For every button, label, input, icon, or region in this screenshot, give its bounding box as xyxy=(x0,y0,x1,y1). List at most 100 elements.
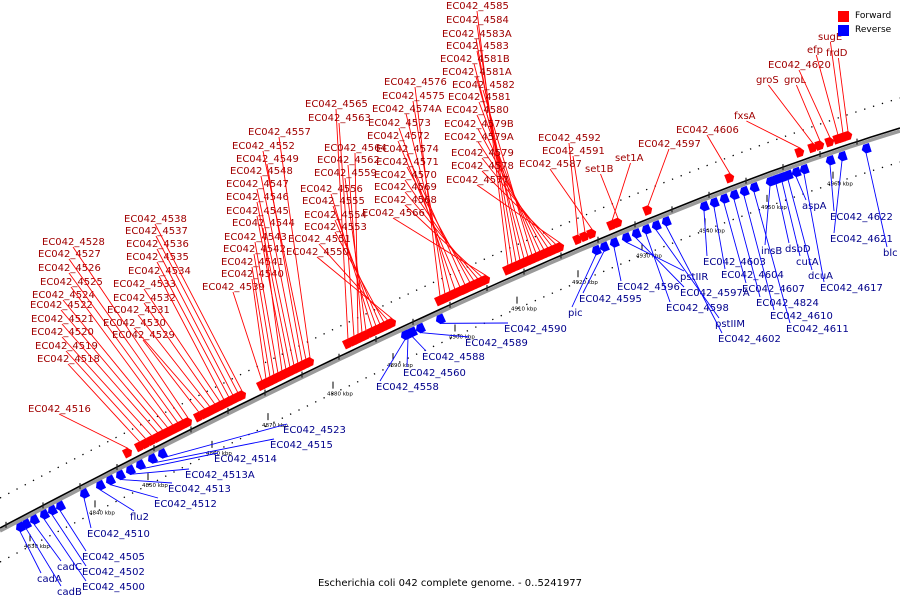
forward-gene-label: frdD xyxy=(826,48,848,59)
scale-tick-label: 4900 kbp xyxy=(449,335,475,341)
forward-leader-line xyxy=(330,193,373,329)
forward-gene-block xyxy=(121,447,133,459)
scale-tick-label: 4940 kbp xyxy=(699,228,725,234)
reverse-gene-label: EC042_4611 xyxy=(786,324,849,335)
reverse-leader-line xyxy=(51,514,87,567)
forward-gene-label: fxsA xyxy=(734,111,756,122)
reverse-gene-block xyxy=(435,313,446,325)
forward-gene-block xyxy=(824,136,835,148)
backbone-shadow xyxy=(0,129,900,533)
reverse-swatch xyxy=(838,24,849,36)
forward-gene-label: EC042_4606 xyxy=(676,125,739,136)
reverse-gene-block xyxy=(651,219,662,231)
reverse-gene-label: EC042_4515 xyxy=(270,440,333,451)
reverse-gene-block xyxy=(135,459,147,470)
forward-gene-label: EC042_4539 xyxy=(202,282,265,293)
reverse-gene-label: EC042_4596 xyxy=(617,282,680,293)
forward-gene-label: EC042_4592 xyxy=(538,133,601,144)
reverse-gene-label: EC042_4512 xyxy=(154,499,217,510)
reverse-leader-line xyxy=(733,199,761,298)
forward-leader-line xyxy=(335,108,349,340)
reverse-leader-line xyxy=(795,176,807,201)
scale-tick-label: 4910 kbp xyxy=(511,307,537,313)
scale-tick-label: 4930 kbp xyxy=(636,253,662,259)
legend-forward-label: Forward xyxy=(855,11,892,21)
forward-gene-block xyxy=(724,172,735,184)
forward-gene-label: EC042_4550 xyxy=(286,247,349,258)
forward-gene-block xyxy=(586,228,597,240)
forward-leader-line xyxy=(334,231,385,323)
forward-gene-label: EC042_4548 xyxy=(230,166,293,177)
reverse-gene-label: EC042_4824 xyxy=(756,298,819,309)
forward-leader-line xyxy=(706,134,731,174)
reverse-gene-block xyxy=(415,322,426,334)
forward-gene-label: EC042_4557 xyxy=(248,127,311,138)
map-caption: Escherichia coli 042 complete genome. - … xyxy=(317,578,583,589)
forward-leader-line xyxy=(262,150,307,360)
forward-gene-label: EC042_4547 xyxy=(226,179,289,190)
reverse-gene-label: cadA xyxy=(37,574,62,585)
forward-gene-block xyxy=(386,317,397,329)
forward-gene-label: EC042_4525 xyxy=(40,277,103,288)
scale-tick-label: 4870 kbp xyxy=(262,423,288,429)
reverse-gene-label: EC042_4617 xyxy=(820,283,883,294)
forward-leader-line xyxy=(61,323,159,434)
forward-gene-label: efp xyxy=(807,45,823,56)
reverse-leader-line xyxy=(829,164,835,212)
forward-gene-label: EC042_4577 xyxy=(446,175,509,186)
forward-gene-label: EC042_4544 xyxy=(232,218,295,229)
forward-gene-label: sugE xyxy=(818,32,842,43)
scale-tick-label: 4860 kbp xyxy=(206,451,232,457)
forward-gene-label: EC042_4597 xyxy=(638,139,701,150)
reverse-leader-line xyxy=(743,195,775,311)
reverse-gene-label: flu2 xyxy=(130,512,149,523)
forward-leader-line xyxy=(251,278,267,380)
forward-leader-line xyxy=(481,170,557,245)
forward-gene-block xyxy=(807,142,818,154)
reverse-gene-label: EC042_4597A xyxy=(680,288,750,299)
reverse-gene-label: EC042_4523 xyxy=(283,425,346,436)
forward-leader-line xyxy=(334,219,381,325)
reverse-gene-label: EC042_4513A xyxy=(185,470,255,481)
forward-gene-block xyxy=(139,438,151,450)
forward-leader-line xyxy=(392,217,487,276)
forward-gene-label: EC042_4565 xyxy=(305,99,368,110)
forward-leader-line xyxy=(232,291,263,382)
forward-swatch xyxy=(838,10,849,22)
forward-gene-block xyxy=(579,231,590,243)
forward-leader-line xyxy=(67,363,141,443)
forward-gene-block xyxy=(814,140,825,151)
reverse-gene-block xyxy=(837,150,848,162)
reverse-leader-line xyxy=(43,518,87,582)
forward-gene-label: EC042_4530 xyxy=(103,318,166,329)
forward-gene-label: EC042_4519 xyxy=(35,341,98,352)
forward-gene-label: EC042_4516 xyxy=(28,404,91,415)
scale-tick-label: 4840 kbp xyxy=(89,510,115,516)
forward-gene-label: EC042_4581 xyxy=(448,92,511,103)
reverse-gene-label: dsbD xyxy=(785,244,811,255)
forward-leader-line xyxy=(154,223,243,392)
forward-gene-block xyxy=(572,234,583,246)
forward-gene-label: EC042_4570 xyxy=(374,170,437,181)
forward-gene-label: EC042_4553 xyxy=(304,222,367,233)
reverse-gene-block xyxy=(631,228,642,239)
forward-leader-line xyxy=(344,177,367,331)
reverse-gene-block xyxy=(56,500,67,512)
forward-gene-label: EC042_4579B xyxy=(444,119,514,130)
forward-gene-label: EC042_4563 xyxy=(308,113,371,124)
reverse-gene-label: pstIIM xyxy=(715,319,745,330)
reverse-gene-label: aspA xyxy=(802,201,827,212)
reverse-gene-block xyxy=(709,197,720,208)
reverse-gene-block xyxy=(80,487,91,499)
forward-gene-label: EC042_4549 xyxy=(236,154,299,165)
forward-gene-label: EC042_4541 xyxy=(221,257,284,268)
reverse-gene-block xyxy=(30,514,41,525)
forward-gene-label: EC042_4572 xyxy=(367,131,430,142)
reverse-gene-block xyxy=(825,154,836,166)
forward-gene-label: EC042_4535 xyxy=(126,252,189,263)
forward-gene-label: EC042_4522 xyxy=(30,300,93,311)
forward-gene-label: set1A xyxy=(615,153,644,164)
forward-leader-line xyxy=(406,166,471,283)
reverse-gene-block xyxy=(621,232,632,243)
forward-gene-label: EC042_4527 xyxy=(38,249,101,260)
